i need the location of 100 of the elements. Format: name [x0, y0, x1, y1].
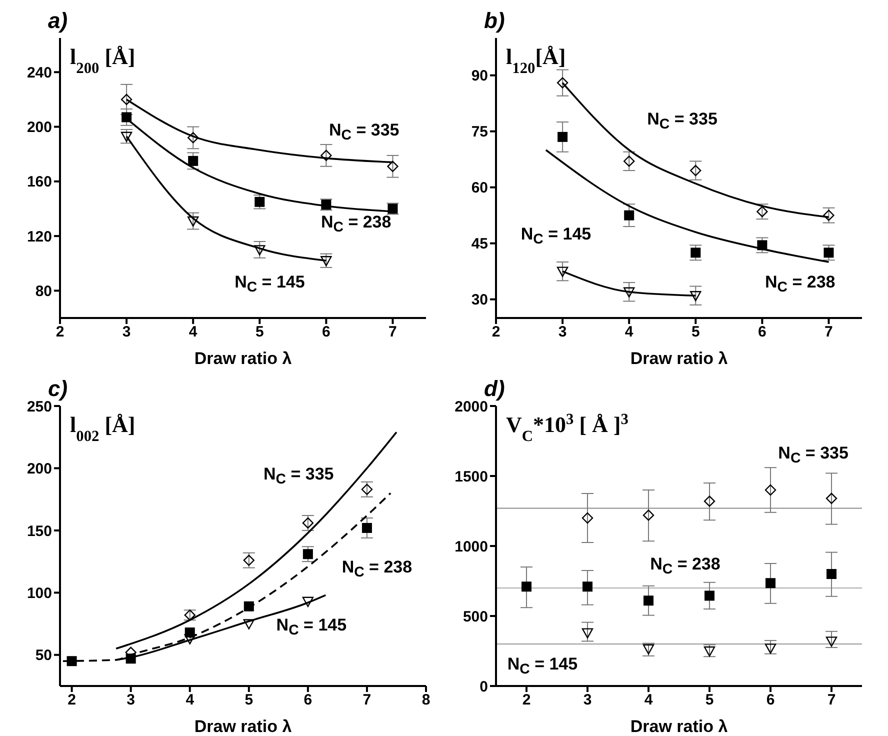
y-tick-label: 2000: [454, 398, 488, 416]
point: [362, 522, 372, 533]
y-tick-label: 60: [471, 180, 488, 197]
annotation: N$_{C}$ = 238: [650, 554, 720, 578]
point: [582, 628, 594, 638]
point: [826, 492, 838, 504]
point: [624, 210, 634, 220]
y-tick-label: 90: [471, 68, 488, 85]
point: [690, 164, 702, 176]
annotation: N$_{C}$ = 335: [329, 120, 400, 144]
x-tick-label: 7: [824, 324, 833, 341]
y-tick-label: 200: [26, 119, 52, 136]
x-tick-label: 3: [558, 324, 567, 341]
x-axis-title: Draw ratio λ: [630, 349, 728, 368]
y-tick-label: 50: [35, 647, 52, 664]
x-tick-label: 7: [827, 692, 836, 709]
point: [582, 512, 594, 524]
y-tick-label: 30: [471, 292, 488, 309]
point: [243, 619, 255, 630]
point: [387, 160, 398, 172]
y-axis-title: l$_{200}$ [Å]: [70, 44, 136, 76]
point: [704, 590, 714, 601]
point: [824, 248, 834, 258]
x-tick-label: 4: [188, 324, 198, 341]
point: [320, 256, 332, 266]
y-tick-label: 75: [471, 124, 488, 141]
point: [556, 77, 568, 88]
annotation: N$_{C}$ = 238: [320, 212, 392, 236]
y-tick-label: 100: [26, 584, 52, 602]
x-tick-label: 6: [758, 324, 766, 341]
point: [188, 156, 198, 166]
y-axis-title: l$_{120}$[Å]: [506, 44, 566, 76]
point: [558, 132, 568, 142]
annotation: N$_{C}$ = 145: [520, 224, 592, 248]
point: [704, 496, 716, 507]
y-tick-label: 150: [26, 522, 52, 540]
x-tick-label: 5: [244, 692, 254, 709]
y-tick-label: 80: [35, 283, 52, 300]
x-tick-label: 5: [705, 692, 714, 709]
point: [120, 94, 132, 106]
point: [122, 112, 132, 122]
point: [243, 554, 255, 566]
chart-title: a): [47, 8, 69, 33]
point: [522, 582, 532, 592]
annotation: N$_{C}$ = 145: [276, 616, 347, 640]
point: [120, 132, 132, 142]
point: [556, 266, 568, 277]
y-tick-label: 45: [471, 236, 488, 253]
annotation: N$_{C}$ = 145: [234, 272, 305, 296]
y-tick-label: 120: [26, 228, 52, 246]
point: [764, 644, 776, 654]
x-tick-label: 6: [322, 324, 330, 341]
annotation: N$_{C}$ = 238: [765, 272, 836, 296]
x-tick-label: 5: [691, 324, 700, 341]
point: [826, 569, 836, 579]
point: [764, 484, 776, 496]
x-axis-title: Draw ratio λ: [194, 717, 292, 736]
x-tick-label: 2: [522, 692, 531, 709]
x-tick-label: 2: [56, 324, 64, 341]
y-tick-label: 1500: [454, 468, 488, 486]
point: [582, 582, 592, 592]
y-tick-label: 500: [462, 608, 488, 626]
x-tick-label: 7: [362, 692, 372, 709]
x-tick-label: 3: [122, 324, 131, 341]
x-tick-label: 8: [422, 692, 430, 709]
y-tick-label: 240: [26, 64, 52, 82]
annotation: N$_{C}$ = 238: [342, 557, 412, 581]
annotation: N$_{C}$ = 335: [778, 443, 848, 467]
point: [642, 510, 654, 521]
y-tick-label: 250: [26, 398, 52, 416]
x-tick-label: 6: [304, 692, 312, 709]
x-tick-label: 2: [492, 324, 500, 341]
x-tick-label: 2: [68, 692, 76, 709]
point: [690, 291, 702, 302]
x-tick-label: 7: [388, 324, 397, 341]
point: [320, 150, 332, 162]
x-axis-title: Draw ratio λ: [194, 349, 292, 368]
point: [644, 596, 654, 606]
x-tick-label: 4: [624, 324, 634, 341]
point: [254, 196, 265, 207]
point: [126, 654, 136, 664]
x-tick-label: 3: [583, 692, 592, 709]
chart-title: b): [483, 8, 506, 33]
point: [623, 156, 635, 167]
point: [756, 206, 768, 218]
x-tick-label: 6: [766, 692, 775, 709]
annotation: N$_{C}$ = 335: [263, 464, 334, 488]
point: [187, 132, 199, 144]
point: [361, 484, 373, 495]
point: [826, 636, 838, 647]
point: [254, 245, 266, 256]
y-tick-label: 160: [26, 174, 52, 191]
y-tick-label: 0: [480, 678, 488, 696]
point: [244, 601, 254, 612]
point: [187, 216, 199, 227]
point: [823, 210, 834, 221]
x-tick-label: 3: [126, 692, 136, 709]
x-tick-label: 4: [186, 692, 195, 709]
x-tick-label: 4: [644, 692, 654, 709]
chart-title: d): [483, 376, 506, 401]
